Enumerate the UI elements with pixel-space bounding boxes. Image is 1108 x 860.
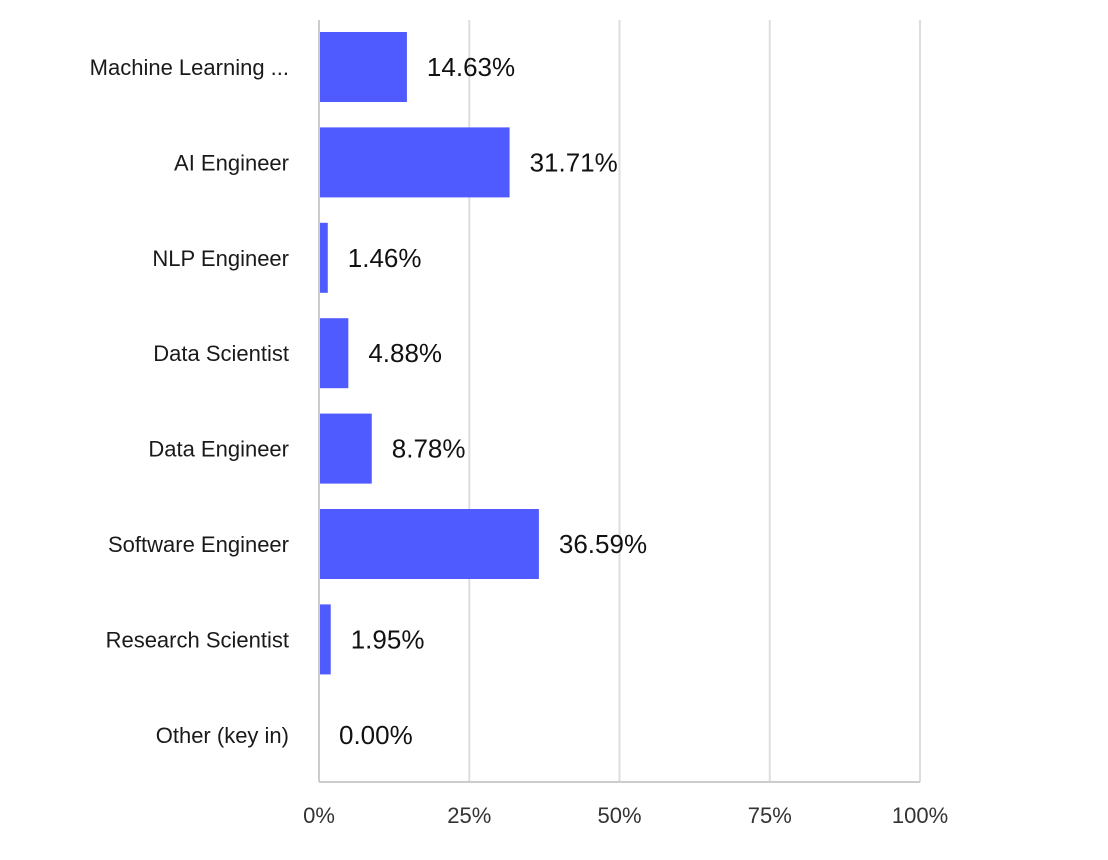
category-label-1: AI Engineer bbox=[174, 150, 289, 175]
category-labels: Machine Learning ... AI Engineer NLP Engin… bbox=[90, 55, 289, 748]
x-tick-label-100: 100% bbox=[892, 803, 948, 828]
category-label-2: NLP Engineer bbox=[152, 246, 289, 271]
x-axis: 0% 25% 50% 75% 100% bbox=[303, 20, 948, 828]
category-label-3: Data Scientist bbox=[153, 341, 289, 366]
value-label-0: 14.63% bbox=[427, 52, 515, 82]
x-tick-label-50: 50% bbox=[597, 803, 641, 828]
value-labels: 14.63% 31.71% 1.46% 4.88% 8.78% 36.59% 1.95% 0.… bbox=[339, 52, 647, 750]
bar-3 bbox=[319, 318, 349, 389]
category-label-7: Other (key in) bbox=[156, 723, 289, 748]
value-label-7: 0.00% bbox=[339, 720, 413, 750]
value-label-3: 4.88% bbox=[368, 338, 442, 368]
category-label-5: Software Engineer bbox=[108, 532, 289, 557]
value-label-1: 31.71% bbox=[530, 147, 618, 177]
category-label-4: Data Engineer bbox=[148, 437, 289, 462]
bar-6 bbox=[319, 604, 331, 675]
value-label-2: 1.46% bbox=[348, 243, 422, 273]
x-tick-label-0: 0% bbox=[303, 803, 335, 828]
value-label-4: 8.78% bbox=[392, 434, 466, 464]
bars bbox=[319, 32, 539, 675]
bar-4 bbox=[319, 413, 372, 484]
grid-lines bbox=[468, 20, 921, 782]
bar-1 bbox=[319, 127, 510, 198]
x-tick-label-25: 25% bbox=[447, 803, 491, 828]
bar-2 bbox=[319, 222, 328, 293]
x-tick-label-75: 75% bbox=[748, 803, 792, 828]
value-label-5: 36.59% bbox=[559, 529, 647, 559]
value-label-6: 1.95% bbox=[351, 624, 425, 654]
bar-0 bbox=[319, 32, 407, 102]
bar-5 bbox=[319, 509, 539, 579]
category-label-6: Research Scientist bbox=[106, 627, 289, 652]
category-label-0: Machine Learning ... bbox=[90, 55, 289, 80]
